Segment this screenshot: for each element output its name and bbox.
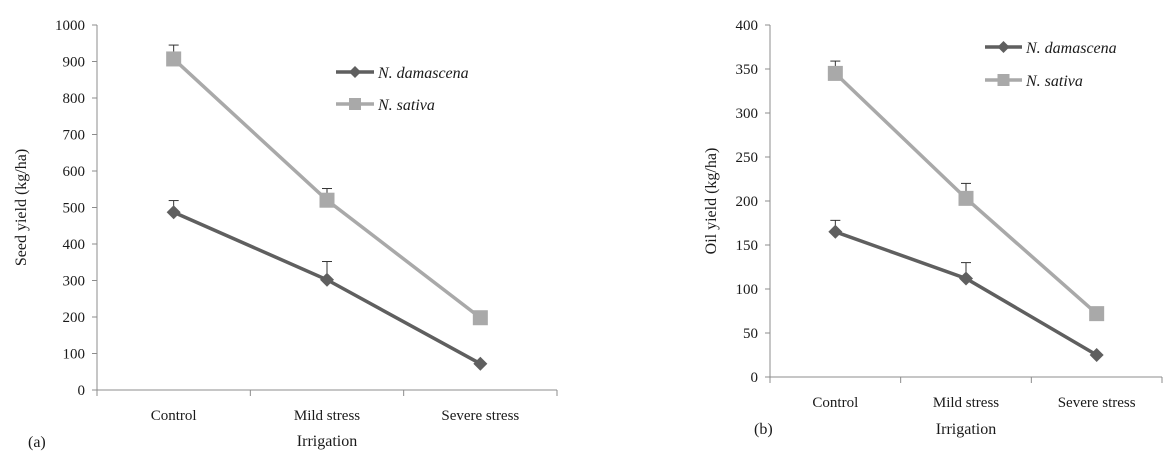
series-n-damascena (166, 200, 488, 371)
y-tick-label: 0 (751, 370, 759, 386)
y-tick-label: 200 (63, 310, 86, 326)
legend-label: N. sativa (377, 97, 435, 114)
chart-a: 0 100 200 300 400 500 600 700 800 900 1000 Control M… (13, 18, 558, 451)
x-tick-label: Mild stress (933, 395, 999, 411)
series-n-damascena (828, 219, 1104, 362)
legend-marker (997, 41, 1010, 53)
series-n-sativa (166, 44, 488, 326)
y-tick-label: 50 (743, 326, 758, 342)
y-tick-label: 300 (736, 106, 759, 122)
legend-marker (349, 98, 361, 110)
y-tick-label: 350 (736, 62, 759, 78)
legend-marker (349, 66, 361, 78)
data-point (828, 224, 843, 239)
data-point (166, 51, 182, 67)
y-axis-title: Oil yield (kg/ha) (703, 148, 720, 255)
y-tick-label: 800 (63, 91, 86, 107)
data-point (958, 190, 974, 206)
y-tick-label: 400 (736, 18, 759, 34)
y-tick-label: 200 (736, 194, 759, 210)
x-axis-title: Irrigation (936, 421, 996, 438)
data-point (959, 271, 973, 286)
x-axis-title: Irrigation (297, 433, 357, 450)
y-tick-label: 600 (63, 164, 86, 180)
x-tick-label: Severe stress (441, 408, 519, 424)
legend-marker (997, 74, 1010, 86)
x-tick-label: Control (812, 395, 858, 411)
y-tick-label: 900 (63, 55, 86, 71)
legend: N. damascena N. sativa (336, 65, 469, 114)
y-tick-label: 150 (736, 238, 759, 254)
data-point (827, 65, 843, 81)
data-point (1089, 348, 1104, 362)
legend-label: N. damascena (1025, 40, 1117, 57)
legend-label: N. damascena (377, 65, 469, 82)
panel-label: (b) (754, 421, 773, 438)
panel-label: (a) (28, 434, 46, 451)
y-tick-label: 700 (63, 128, 86, 144)
data-point (320, 272, 334, 287)
series-line (172, 210, 482, 366)
legend-label: N. sativa (1025, 73, 1083, 90)
y-tick-label: 500 (63, 201, 86, 217)
y-tick-label: 100 (736, 282, 759, 298)
chart-b: 0 50 100 150 200 250 300 350 400 Control Mild stre… (703, 18, 1163, 438)
y-tick-label: 100 (63, 347, 86, 363)
legend: N. damascena N. sativa (985, 40, 1117, 90)
data-point (1089, 306, 1105, 322)
y-tick-label: 250 (736, 150, 759, 166)
data-point (472, 310, 488, 326)
data-point (166, 205, 181, 220)
x-tick-label: Control (151, 408, 197, 424)
y-tick-label: 400 (63, 237, 86, 253)
data-point (473, 356, 488, 371)
y-tick-label: 300 (63, 274, 86, 290)
series-n-sativa (827, 60, 1105, 322)
y-tick-label: 0 (78, 383, 86, 399)
x-tick-label: Severe stress (1058, 395, 1136, 411)
series-line (834, 230, 1098, 357)
data-point (319, 192, 335, 208)
x-tick-label: Mild stress (294, 408, 360, 424)
y-axis-title: Seed yield (kg/ha) (13, 149, 30, 266)
y-tick-label: 1000 (55, 18, 85, 34)
